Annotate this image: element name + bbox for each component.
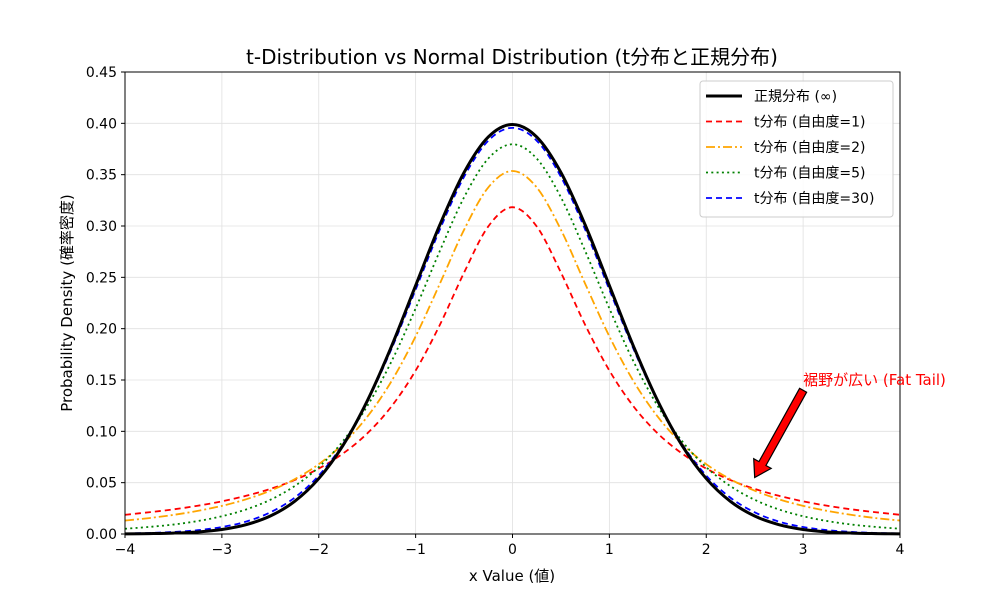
y-tick-label: 0.45 — [86, 65, 117, 81]
series-line-4 — [124, 122, 901, 536]
curves — [124, 122, 901, 536]
y-tick-label: 0.35 — [86, 168, 117, 184]
y-tick-label: 0.15 — [86, 373, 117, 389]
series-line-0 — [124, 206, 901, 516]
x-tick-label: −3 — [212, 542, 233, 558]
legend-label: t分布 (自由度=1) — [754, 115, 866, 131]
y-tick-label: 0.30 — [86, 219, 117, 235]
legend-label: t分布 (自由度=2) — [754, 140, 866, 156]
series-line-2 — [124, 143, 901, 530]
annotation-arrow — [753, 387, 808, 479]
y-axis-label: Probability Density (確率密度) — [58, 194, 76, 412]
y-tick-label: 0.40 — [86, 116, 117, 132]
y-tick-label: 0.10 — [86, 424, 117, 440]
x-axis-label: x Value (値) — [469, 567, 555, 585]
fat-tail-annotation: 裾野が広い (Fat Tail) — [753, 371, 946, 479]
x-tick-label: 0 — [508, 542, 517, 558]
legend-label: t分布 (自由度=30) — [754, 191, 874, 207]
series-line-3 — [124, 126, 901, 535]
legend: 正規分布 (∞) t分布 (自由度=1) t分布 (自由度=2) t分布 (自由度=5… — [699, 80, 894, 218]
legend-box — [699, 80, 894, 218]
x-tick-label: −1 — [405, 542, 426, 558]
y-tick-label: 0.25 — [86, 270, 117, 286]
x-tick-label: 1 — [605, 542, 614, 558]
x-tick-label: 3 — [799, 542, 808, 558]
x-tick-label: −4 — [115, 542, 136, 558]
y-tick-label: 0.00 — [86, 527, 117, 543]
x-tick-label: 2 — [702, 542, 711, 558]
y-tick-label: 0.20 — [86, 322, 117, 338]
ticks: −4 −3 −2 −1 0 1 2 3 4 0.00 0.05 0.10 0.15 0.20 0.25 0.3… — [86, 65, 905, 558]
x-tick-label: 4 — [896, 542, 905, 558]
y-tick-label: 0.05 — [86, 476, 117, 492]
legend-label: t分布 (自由度=5) — [754, 166, 866, 182]
legend-label: 正規分布 (∞) — [754, 89, 837, 105]
x-tick-label: −2 — [308, 542, 329, 558]
annotation-text: 裾野が広い (Fat Tail) — [803, 371, 946, 389]
chart-title: t-Distribution vs Normal Distribution (t… — [246, 45, 778, 69]
series-line-1 — [124, 170, 901, 522]
